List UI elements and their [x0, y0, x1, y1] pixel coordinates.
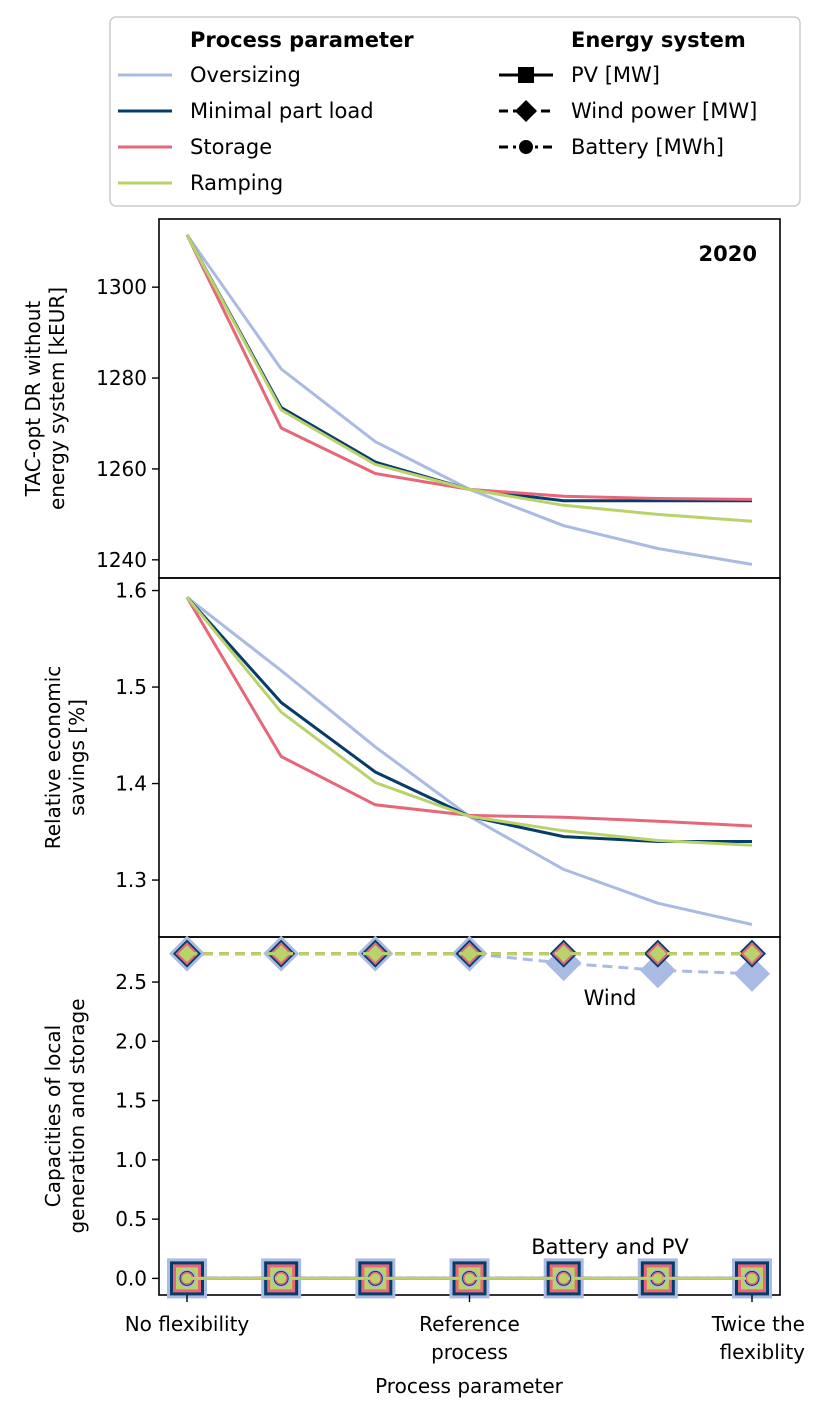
- x-tick-label-3-1: process: [431, 1340, 508, 1364]
- x-axis: No flexibility Reference process Twice the f…: [125, 1295, 805, 1364]
- battery-marker-ramping-6: [747, 1273, 757, 1284]
- legend-process-group: Oversizing Minimal part load Storage Rampin…: [118, 63, 374, 195]
- series-line-0-minimal-part-load: [185, 234, 752, 503]
- series-line-0-storage: [185, 234, 753, 501]
- year-annotation: 2020: [699, 242, 757, 266]
- y-tick-label-1-2: 1.5: [115, 675, 147, 699]
- series-line-1-storage: [185, 596, 753, 828]
- legend-energy-group: PV [MW] Wind power [MW] Battery [MWh]: [499, 63, 757, 159]
- battery-marker-ramping-4: [558, 1273, 569, 1284]
- y-axis-title-1-1: savings [%]: [65, 699, 89, 816]
- legend-energy-title: Energy system: [571, 28, 746, 52]
- legend-label-square: PV [MW]: [571, 63, 660, 87]
- series-line-1-ramping: [185, 596, 753, 847]
- battery-marker-ramping-0: [182, 1273, 192, 1284]
- panel-middle: 1.3 1.4 1.5 1.6 Relative economic savings [%]: [41, 577, 781, 938]
- panel-frame-0: [158, 218, 781, 579]
- wind-marker-ramping-4: [555, 945, 573, 963]
- y-axis-title-2-0: Capacities of local: [41, 1025, 65, 1207]
- x-axis-title: Process parameter: [375, 1374, 564, 1398]
- battery-marker-ramping-5: [652, 1273, 663, 1284]
- series-line-1-minimal-part-load: [185, 596, 752, 843]
- battery-marker-ramping-1: [276, 1273, 287, 1284]
- wind-marker-ramping-6: [743, 945, 761, 963]
- series-line-1-oversizing: [186, 596, 753, 926]
- wind-marker-ramping-3: [461, 945, 478, 963]
- y-axis-title-0-0: TAC-opt DR without: [21, 301, 45, 498]
- legend-label-ramping: Ramping: [190, 171, 283, 195]
- y-tick-label-2-5: 2.5: [115, 970, 147, 994]
- x-tick-label-0-0: No flexibility: [125, 1312, 250, 1336]
- wind-annotation: Wind: [584, 986, 637, 1010]
- x-tick-label-6-1: flexiblity: [720, 1340, 806, 1364]
- y-tick-label-0-2: 1280: [96, 366, 147, 390]
- legend-marker-circle: [519, 140, 533, 154]
- y-tick-label-2-3: 1.5: [115, 1089, 147, 1113]
- wind-marker-ramping-0: [178, 945, 196, 963]
- legend: Process parameter Energy system Oversizi…: [109, 16, 801, 207]
- y-tick-label-0-3: 1300: [96, 275, 147, 299]
- legend-label-circle: Battery [MWh]: [571, 135, 724, 159]
- legend-process-title: Process parameter: [190, 28, 414, 52]
- y-tick-label-1-0: 1.3: [115, 868, 147, 892]
- wind-marker-ramping-1: [272, 945, 290, 963]
- legend-label-diamond: Wind power [MW]: [571, 99, 757, 123]
- legend-label-storage: Storage: [190, 135, 272, 159]
- y-tick-label-0-1: 1260: [96, 457, 147, 481]
- y-axis-title-0-1: energy system [kEUR]: [45, 287, 69, 510]
- battery-marker-ramping-3: [464, 1273, 475, 1284]
- y-tick-label-2-2: 1.0: [115, 1148, 147, 1172]
- y-tick-label-2-1: 0.5: [115, 1207, 147, 1231]
- y-tick-label-0-0: 1240: [96, 548, 147, 572]
- y-tick-label-1-1: 1.4: [115, 772, 147, 796]
- legend-label-minimal-part-load: Minimal part load: [190, 99, 374, 123]
- panel-top: 1240 1260 1280 1300 TAC-opt DR without energy…: [21, 218, 781, 579]
- legend-label-oversizing: Oversizing: [190, 63, 301, 87]
- y-axis-title-1-0: Relative economic: [41, 666, 65, 850]
- y-tick-label-2-0: 0.0: [115, 1266, 147, 1290]
- legend-frame: [109, 16, 801, 207]
- wind-marker-oversizing-6: [734, 955, 770, 992]
- panel-bottom: 0.0 0.5 1.0 1.5 2.0 2.5 Capacities of local gen…: [41, 935, 781, 1299]
- panel-frame-1: [158, 577, 781, 938]
- y-tick-label-2-4: 2.0: [115, 1029, 147, 1053]
- battery-pv-annotation: Battery and PV: [531, 1235, 689, 1259]
- y-axis-title-2-1: generation and storage: [65, 998, 89, 1233]
- legend-marker-diamond: [515, 100, 537, 122]
- wind-marker-ramping-5: [649, 945, 667, 963]
- legend-marker-square: [518, 67, 534, 83]
- battery-marker-ramping-2: [370, 1273, 381, 1284]
- x-tick-label-3-0: Reference: [419, 1312, 520, 1336]
- wind-marker-ramping-2: [366, 945, 384, 963]
- series-line-0-ramping: [185, 234, 753, 523]
- x-tick-label-6-0: Twice the: [711, 1312, 805, 1336]
- y-tick-label-1-3: 1.6: [115, 579, 147, 603]
- wind-marker-oversizing-5: [639, 952, 676, 989]
